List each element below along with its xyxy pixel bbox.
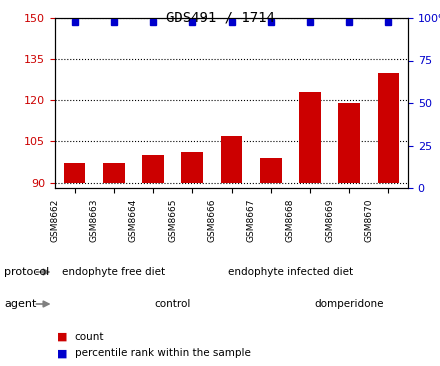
Bar [142,155,164,183]
Bar [338,103,360,183]
Bar [378,73,399,183]
Text: domperidone: domperidone [315,299,384,309]
Bar [260,158,282,183]
Text: agent: agent [4,299,37,309]
Bar [103,163,125,183]
Text: GSM8669: GSM8669 [325,198,334,242]
Text: GSM8666: GSM8666 [207,198,216,242]
Text: endophyte free diet: endophyte free diet [62,267,165,277]
Bar [221,136,242,183]
Text: protocol: protocol [4,267,50,277]
Text: GSM8665: GSM8665 [168,198,177,242]
Text: GSM8663: GSM8663 [90,198,99,242]
Text: GSM8670: GSM8670 [364,198,373,242]
Text: control: control [154,299,191,309]
Bar [181,152,203,183]
Text: GSM8667: GSM8667 [246,198,256,242]
Text: count: count [75,332,104,342]
Text: endophyte infected diet: endophyte infected diet [228,267,353,277]
Text: ■: ■ [57,332,68,342]
Text: GSM8662: GSM8662 [51,198,59,242]
Text: GDS491 / 1714: GDS491 / 1714 [165,11,275,25]
Text: GSM8664: GSM8664 [129,198,138,242]
Bar [299,92,321,183]
Text: percentile rank within the sample: percentile rank within the sample [75,348,251,358]
Text: ■: ■ [57,348,68,358]
Text: GSM8668: GSM8668 [286,198,295,242]
Bar [64,163,85,183]
